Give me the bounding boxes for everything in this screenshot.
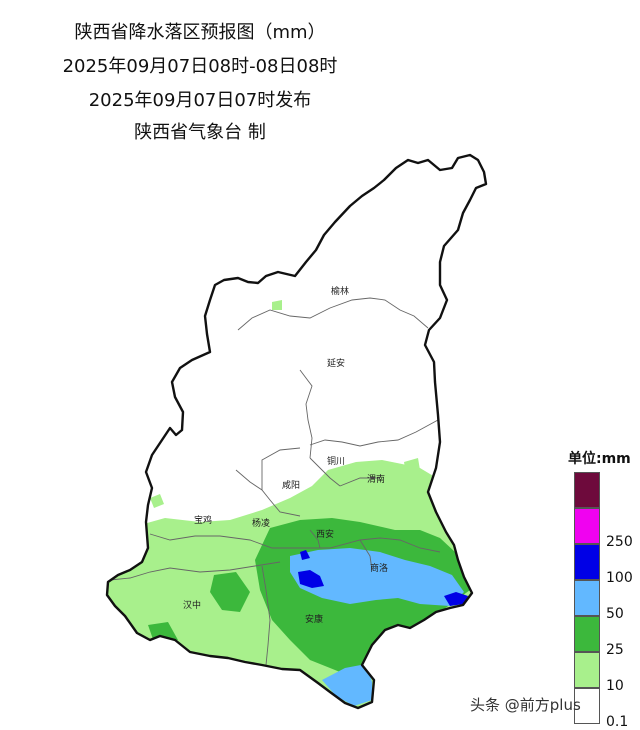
legend-swatch	[574, 472, 600, 508]
city-label-tongchuan: 铜川	[327, 455, 345, 467]
province-outline	[105, 153, 488, 710]
city-label-baoji: 宝鸡	[194, 514, 212, 526]
legend-swatch	[574, 652, 600, 688]
legend-value: 100	[606, 570, 633, 586]
legend-value: 0.1	[606, 714, 629, 730]
city-label-shangluo: 商洛	[370, 562, 388, 574]
city-boundaries	[109, 297, 441, 666]
legend-title: 单位:mm	[568, 451, 631, 467]
legend-value: 25	[606, 642, 624, 658]
legend-swatch	[574, 580, 600, 616]
legend-value: 10	[606, 678, 624, 694]
legend-value: 250	[606, 534, 633, 550]
city-label-xian: 西安	[316, 528, 334, 540]
legend-swatch	[574, 544, 600, 580]
precip-speck-north	[272, 300, 282, 310]
precip-speck-west	[150, 494, 164, 508]
city-label-xianyang: 咸阳	[282, 479, 300, 491]
watermark: 头条 @前方plus	[470, 696, 581, 714]
forecast-period: 2025年09月07日08时-08日08时	[62, 56, 338, 77]
precip-area-rainstorm	[298, 550, 468, 606]
city-label-weinan: 渭南	[367, 473, 385, 485]
city-label-yangling: 杨凌	[252, 517, 270, 529]
map-title: 陕西省降水落区预报图（mm）	[74, 22, 326, 43]
city-labels: 榆林 延安 铜川 渭南 咸阳 宝鸡 杨凌 西安 商洛 汉中 安康	[183, 285, 388, 625]
precip-speck-east	[404, 458, 420, 474]
legend-swatch	[574, 508, 600, 544]
city-label-yulin: 榆林	[331, 285, 349, 297]
legend-swatch	[574, 688, 600, 724]
legend-value: 50	[606, 606, 624, 622]
city-label-hanzhong: 汉中	[183, 599, 201, 611]
legend-swatch	[574, 616, 600, 652]
city-label-yanan: 延安	[327, 357, 345, 369]
issue-time: 2025年09月07日07时发布	[88, 90, 312, 111]
publisher: 陕西省气象台 制	[134, 122, 266, 143]
city-label-ankang: 安康	[305, 613, 323, 625]
legend: 单位:mm 250 100 50 25 10 0.1	[560, 448, 640, 730]
precip-area-heavy	[290, 548, 464, 706]
